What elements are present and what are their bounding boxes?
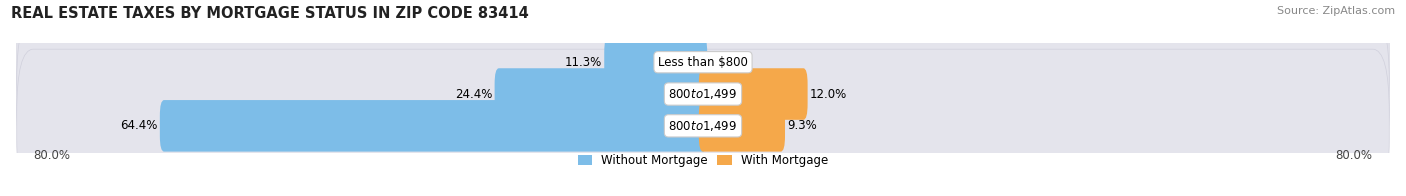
FancyBboxPatch shape <box>495 68 707 120</box>
Text: 0.0%: 0.0% <box>710 56 740 69</box>
Text: REAL ESTATE TAXES BY MORTGAGE STATUS IN ZIP CODE 83414: REAL ESTATE TAXES BY MORTGAGE STATUS IN … <box>11 6 529 21</box>
Text: Less than $800: Less than $800 <box>658 56 748 69</box>
FancyBboxPatch shape <box>699 68 807 120</box>
Text: 80.0%: 80.0% <box>1336 149 1372 162</box>
Text: 12.0%: 12.0% <box>810 88 848 101</box>
FancyBboxPatch shape <box>699 100 785 152</box>
Text: $800 to $1,499: $800 to $1,499 <box>668 87 738 101</box>
FancyBboxPatch shape <box>17 0 1389 139</box>
Text: Source: ZipAtlas.com: Source: ZipAtlas.com <box>1277 6 1395 16</box>
FancyBboxPatch shape <box>605 36 707 88</box>
Text: 24.4%: 24.4% <box>454 88 492 101</box>
FancyBboxPatch shape <box>17 17 1389 171</box>
FancyBboxPatch shape <box>160 100 707 152</box>
FancyBboxPatch shape <box>17 49 1389 196</box>
Legend: Without Mortgage, With Mortgage: Without Mortgage, With Mortgage <box>578 154 828 167</box>
Text: 9.3%: 9.3% <box>787 119 817 132</box>
Text: 11.3%: 11.3% <box>564 56 602 69</box>
Text: 64.4%: 64.4% <box>120 119 157 132</box>
Text: 80.0%: 80.0% <box>34 149 70 162</box>
Text: $800 to $1,499: $800 to $1,499 <box>668 119 738 133</box>
